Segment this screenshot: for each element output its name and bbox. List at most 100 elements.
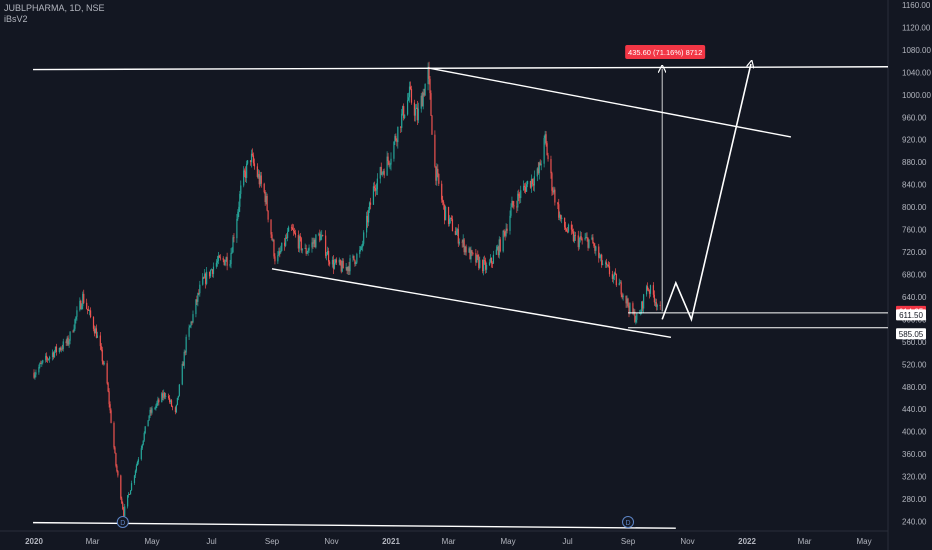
y-tick-label: 960.00 <box>902 113 927 122</box>
candle-body <box>376 178 378 190</box>
candle-body <box>547 155 549 160</box>
candle-body <box>238 206 240 212</box>
candle-body <box>188 327 190 337</box>
time-axis[interactable]: 2020 Mar May Jul Sep Nov 2021 Mar May Jul Sep Nov 20… <box>25 537 872 546</box>
candle-body <box>598 246 600 258</box>
y-tick-label: 1000.00 <box>902 91 931 100</box>
candle-body <box>130 483 133 491</box>
candle-body <box>437 168 439 174</box>
candle-body <box>363 232 365 244</box>
candle-body <box>401 113 403 128</box>
candle-body <box>260 175 262 184</box>
candle-body <box>209 269 212 277</box>
candle-body <box>328 261 331 265</box>
candle-body <box>634 311 636 322</box>
candle-body <box>252 155 255 164</box>
candle-body <box>409 86 412 90</box>
y-tick-label: 240.00 <box>902 518 927 527</box>
symbol-title[interactable]: JUBLPHARMA, 1D, NSE <box>4 3 105 13</box>
candle-body <box>551 173 553 191</box>
candle-body <box>68 340 70 345</box>
candle-body <box>463 239 465 253</box>
upper-channel-line[interactable] <box>427 67 792 138</box>
drawings-layer[interactable] <box>33 64 889 529</box>
candle-body <box>614 272 616 275</box>
candle-body <box>67 337 69 345</box>
candle-body <box>461 241 463 243</box>
candle-body <box>331 259 334 265</box>
candle-body <box>73 328 75 332</box>
candle-body <box>430 93 432 116</box>
candle-body <box>342 260 344 269</box>
candle-body <box>506 228 508 231</box>
candle-body <box>94 328 97 334</box>
candle-body <box>584 238 586 240</box>
candle-body <box>434 134 436 167</box>
candle-body <box>82 293 84 307</box>
candle-body <box>393 142 395 159</box>
candle-body <box>60 348 62 350</box>
candle-body <box>42 360 44 363</box>
dividend-marker[interactable] <box>116 516 129 528</box>
candle-body <box>601 254 603 265</box>
candle-body <box>347 266 349 271</box>
candle-body <box>502 230 504 252</box>
y-tick-label: 760.00 <box>902 226 927 235</box>
indicator-title[interactable]: iBsV2 <box>4 14 28 24</box>
candle-body <box>593 243 595 247</box>
lower-channel-line[interactable] <box>271 268 672 339</box>
candle-body <box>240 185 242 194</box>
candle-body <box>54 346 57 352</box>
candle-body <box>81 306 83 310</box>
chart-header: JUBLPHARMA, 1D, NSE iBsV2 <box>4 3 105 25</box>
candle-body <box>59 348 61 350</box>
candle-body <box>484 260 486 262</box>
candle-body <box>383 171 385 176</box>
candle-body <box>595 246 597 251</box>
candle-body <box>404 114 406 119</box>
candle-body <box>618 283 620 286</box>
candle-body <box>353 255 355 260</box>
x-tick-label: Mar <box>86 537 100 546</box>
candle-body <box>110 410 112 423</box>
candle-body <box>305 248 307 254</box>
base-line[interactable] <box>33 521 676 529</box>
candle-body <box>264 192 266 203</box>
candle-body <box>375 189 377 191</box>
candle-body <box>196 299 198 302</box>
candle-body <box>530 178 533 188</box>
candle-body <box>588 239 590 248</box>
candle-body <box>529 180 532 188</box>
y-tick-label: 800.00 <box>902 203 927 212</box>
candle-body <box>359 250 361 255</box>
candle-body <box>389 164 391 166</box>
candle-body <box>571 229 574 232</box>
candle-body <box>599 257 601 259</box>
resistance-line[interactable] <box>33 66 889 71</box>
projection-path[interactable] <box>661 64 751 322</box>
candle-body <box>374 188 376 191</box>
candle-body <box>579 236 581 240</box>
candle-body <box>89 310 92 318</box>
candle-body <box>307 250 309 253</box>
candle-body <box>224 261 226 266</box>
candle-body <box>444 204 446 221</box>
price-axis[interactable]: 1160.00 1120.00 1080.00 1040.00 1000.00 960.0… <box>902 1 931 527</box>
candle-body <box>322 235 324 236</box>
candle-body <box>606 264 609 266</box>
candle-body <box>313 239 315 244</box>
candle-body <box>244 170 246 172</box>
candle-body <box>659 305 661 306</box>
candle-body <box>485 261 487 270</box>
dividend-marker[interactable] <box>622 516 635 528</box>
candle-body <box>543 137 545 164</box>
candle-body <box>443 202 445 205</box>
x-tick-label: May <box>500 537 515 546</box>
candle-body <box>413 102 416 116</box>
candle-body <box>525 187 527 192</box>
candle-body <box>477 254 479 257</box>
candle-body <box>341 260 343 272</box>
candle-body <box>581 239 583 241</box>
